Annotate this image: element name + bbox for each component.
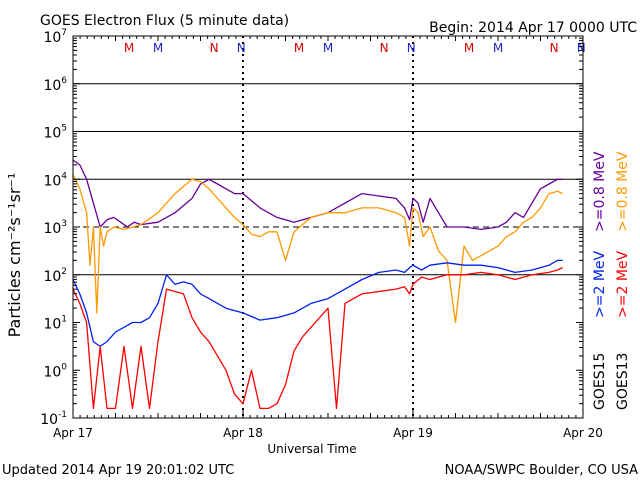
legend-goes15: GOES15 [592,353,608,410]
x-tick-label: Apr 20 [563,426,603,440]
chart-title: GOES Electron Flux (5 minute data) [40,13,289,29]
legend-goes13-2: >=2 MeV [615,250,631,318]
y-tick-label: 104 [43,171,67,189]
y-tick-label: 103 [43,219,67,237]
y-tick-label: 107 [43,28,67,46]
legend-goes13-08: >=0.8 MeV [615,151,631,232]
y-tick-label: 100 [43,362,67,380]
legend-goes15-2: >=2 MeV [592,250,608,318]
series-line [72,259,563,348]
series-line [72,159,563,231]
event-marker: N [380,41,389,55]
y-tick-label: 106 [43,76,67,94]
credit-label: NOAA/SWPC Boulder, CO USA [445,463,638,478]
event-marker: N [577,41,586,55]
begin-label: Begin: 2014 Apr 17 0000 UTC [429,20,637,36]
y-tick-label: 101 [43,315,67,333]
plot-area: M M N N M M N N M M N N 10-1 100 101 102 103 104 105 106 107… [40,28,603,440]
updated-label: Updated 2014 Apr 19 20:01:02 UTC [2,463,234,478]
series-line [72,267,563,410]
y-tick-label: 105 [43,124,67,142]
event-marker: N [407,41,416,55]
x-axis-label: Universal Time [267,442,356,456]
x-tick-label: Apr 19 [393,426,433,440]
event-marker: M [493,41,503,55]
legend-goes15-08: >=0.8 MeV [592,151,608,232]
y-tick-label: 102 [43,267,67,285]
series-line [72,174,563,324]
event-marker: N [237,41,246,55]
y-axis-label: Particles cm⁻²s⁻¹sr⁻¹ [5,173,24,338]
event-marker: N [210,41,219,55]
legend-goes13: GOES13 [615,353,631,410]
event-marker: M [294,41,304,55]
event-marker: M [153,41,163,55]
event-marker: N [550,41,559,55]
event-marker: M [124,41,134,55]
x-tick-label: Apr 18 [223,426,263,440]
event-marker: M [323,41,333,55]
y-tick-label: 10-1 [40,410,67,428]
event-marker: M [464,41,474,55]
x-tick-label: Apr 17 [53,426,93,440]
